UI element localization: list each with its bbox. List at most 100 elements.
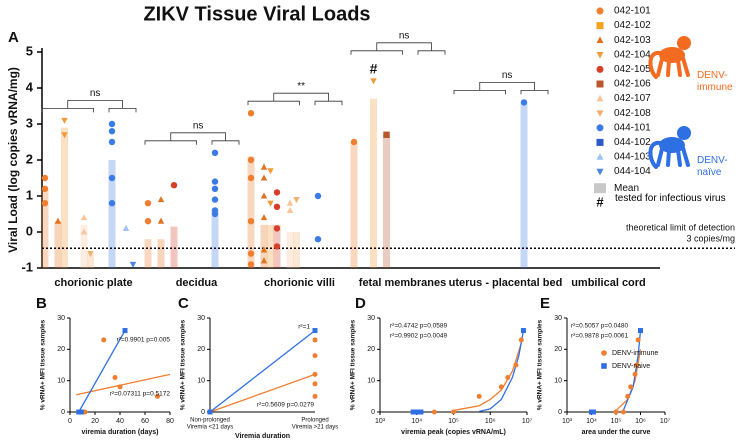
data-point [157,196,165,203]
fit-statistics: r²=0.5057 p=0.0480 [571,323,628,330]
legend-label: 044-104 [614,166,651,177]
significance-label: ns [90,88,101,99]
legend-marker [596,7,604,15]
mean-bar [293,232,300,268]
data-point [293,197,300,204]
legend-label: 042-105 [614,64,651,75]
legend-label: Mean [614,183,639,194]
y-axis-title: Viral Load (log copies vRNA/mg) [6,67,20,253]
y-tick-label: 20 [197,346,205,353]
data-point [312,381,318,387]
legend-marker [596,168,604,176]
legend-marker [596,65,604,73]
x-tick-label: umbilical cord [571,277,646,289]
y-tick-label: 10 [367,378,375,385]
data-point [54,217,62,224]
x-tick-label: fetal membranes [359,277,446,289]
legend-marker [596,153,604,160]
legend-marker [601,363,607,369]
x-tick-label: 10⁵ [448,418,459,425]
data-point [260,257,268,264]
data-point [108,174,116,182]
data-point [87,251,94,258]
data-point [211,210,219,218]
y-tick-label: 20 [367,346,375,353]
fit-statistics: r²=0.9902 p=0.0049 [390,333,447,340]
y-tick-label: 0 [558,409,562,416]
legend-marker [596,36,604,43]
legend-marker [596,22,604,30]
data-point [314,236,322,243]
x-tick-label: 20 [91,418,99,425]
data-point [273,225,281,232]
x-tick-label: 40 [116,418,124,425]
x-tick-label: chorionic villi [264,277,335,289]
significance-bracket [247,92,343,106]
mean-bar [286,232,294,268]
x-axis-title: area under the curve [582,429,651,436]
data-point [247,174,255,182]
y-tick-label: 2 [26,151,33,166]
x-tick-label: 10⁷ [660,418,671,425]
significance-bracket [41,100,137,113]
data-point [108,200,116,207]
y-tick-label: 30 [197,315,205,322]
fit-statistics: r²=0.4742 p=0.0589 [390,323,447,330]
data-point [286,199,294,206]
data-point [613,409,619,415]
data-point [431,409,437,415]
data-point [247,250,255,257]
data-point [410,409,416,415]
significance-label: ns [502,70,513,81]
legend-label: 042-106 [614,79,651,90]
data-point [80,228,88,235]
data-point [634,362,640,368]
fit-line [479,330,525,413]
x-tick-label: 10⁷ [522,418,533,425]
legend-marker [594,183,606,194]
significance-bracket [144,132,240,145]
mean-bar [211,210,219,268]
y-axis-title: % vRNA+ MFI tissue samples [537,319,544,410]
monkey-head [677,126,691,140]
mean-bar [267,224,274,268]
data-point [78,409,84,415]
data-point [273,243,281,250]
y-tick-label: 30 [367,315,375,322]
x-tick-label: Non-prolonged [190,418,230,424]
monkey-icon [648,126,691,169]
y-tick-label: 20 [554,346,562,353]
y-axis-title: % vRNA+ MFI tissue samples [180,319,187,410]
legend-label: 042-102 [614,20,651,31]
legend-marker [596,110,604,118]
y-tick-label: 10 [57,378,65,385]
fit-statistics: r²=0.07311 p=0.5172 [110,391,171,398]
y-tick-label: 4 [26,79,34,94]
data-point [312,371,318,377]
panel-letter: A [8,29,19,46]
detection-limit-label: theoretical limit of detection [626,223,735,233]
data-point [590,409,596,415]
data-point [247,261,255,268]
data-point [520,328,526,334]
x-tick-label: 80 [166,418,174,425]
data-point [267,168,274,175]
data-point [80,214,88,221]
legend-label: 042-108 [614,108,651,119]
figure-title: ZIKV Tissue Viral Loads [143,3,370,25]
data-point [61,132,68,139]
x-axis-title: Viremia duration [235,433,290,440]
panel-letter: C [178,295,189,312]
mean-bar [170,226,178,268]
data-point [273,203,281,210]
data-point [211,185,219,192]
x-tick-label: 10⁶ [635,418,646,425]
legend-marker [596,124,604,132]
legend-marker: # [596,195,604,210]
data-point [312,328,318,334]
mean-bar [157,239,165,268]
x-tick-label: 10³ [562,418,573,425]
fit-line [76,373,171,396]
y-tick-label: 30 [57,315,65,322]
data-point [476,393,482,399]
